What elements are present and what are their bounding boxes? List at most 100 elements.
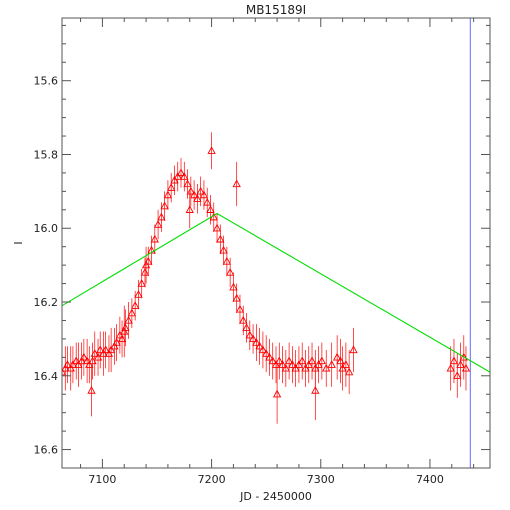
data-point xyxy=(314,360,323,368)
data-point xyxy=(332,352,342,361)
data-point xyxy=(185,205,194,213)
plot-layer xyxy=(62,18,490,468)
data-point xyxy=(344,367,354,376)
data-point xyxy=(62,363,70,372)
x-tick-label: 7100 xyxy=(88,473,116,486)
data-point xyxy=(85,360,94,368)
data-point xyxy=(456,360,465,368)
data-point xyxy=(193,194,202,202)
data-point xyxy=(88,356,97,365)
data-point xyxy=(232,179,241,188)
y-tick-label: 16.0 xyxy=(34,222,59,235)
data-point xyxy=(101,345,110,354)
data-point xyxy=(130,301,140,309)
data-point xyxy=(271,360,281,368)
data-point xyxy=(110,341,119,350)
data-point xyxy=(157,212,166,221)
data-point xyxy=(265,352,274,361)
data-point xyxy=(304,360,313,368)
data-point xyxy=(203,197,212,206)
data-point xyxy=(229,282,238,291)
data-point xyxy=(261,349,271,357)
data-point xyxy=(180,172,189,180)
data-point xyxy=(206,205,215,213)
data-point xyxy=(72,356,81,365)
data-point xyxy=(117,334,127,343)
data-point xyxy=(160,201,169,210)
data-point xyxy=(120,326,129,335)
data-point xyxy=(311,385,320,394)
data-point xyxy=(232,293,241,302)
data-point xyxy=(87,385,96,394)
data-point xyxy=(272,389,282,398)
data-point xyxy=(99,349,108,357)
data-point xyxy=(106,345,116,354)
data-point xyxy=(255,341,264,350)
data-point xyxy=(141,260,151,269)
data-point xyxy=(68,360,78,368)
data-point xyxy=(219,245,228,254)
y-tick-label: 16.6 xyxy=(34,444,59,457)
data-point xyxy=(199,190,209,199)
data-point xyxy=(170,175,179,184)
data-point xyxy=(207,146,216,154)
data-point xyxy=(252,338,261,346)
data-point xyxy=(453,371,462,379)
data-point xyxy=(137,279,146,287)
data-point xyxy=(449,356,459,365)
data-point xyxy=(167,183,176,191)
data-point xyxy=(196,186,205,195)
data-point xyxy=(336,356,345,365)
data-point xyxy=(275,356,284,365)
data-point xyxy=(212,223,222,232)
data-point xyxy=(268,356,277,365)
data-point xyxy=(341,360,351,368)
data-point xyxy=(446,363,455,372)
data-point xyxy=(216,234,225,243)
data-point xyxy=(82,356,92,365)
data-point xyxy=(278,360,287,368)
data-point xyxy=(322,363,331,372)
y-axis-title: I xyxy=(12,241,25,244)
data-point xyxy=(245,330,254,339)
data-point xyxy=(144,256,153,265)
data-point xyxy=(134,290,143,298)
data-point xyxy=(288,360,297,368)
data-point xyxy=(225,267,235,276)
data-point xyxy=(62,367,67,376)
data-point xyxy=(349,345,358,354)
data-point xyxy=(90,349,99,357)
data-point xyxy=(150,234,159,243)
data-point xyxy=(248,334,258,343)
data-point xyxy=(127,308,137,317)
y-tick-label: 16.2 xyxy=(34,296,59,309)
data-point xyxy=(242,323,251,331)
x-tick-label: 7200 xyxy=(198,473,226,486)
data-point xyxy=(79,352,89,361)
data-point xyxy=(74,360,83,368)
x-tick-label: 7400 xyxy=(416,473,444,486)
data-point xyxy=(317,356,327,365)
data-point xyxy=(77,356,86,365)
data-point xyxy=(298,356,307,365)
data-point xyxy=(173,172,182,180)
data-point xyxy=(112,338,121,346)
data-point xyxy=(93,352,103,361)
data-point xyxy=(459,352,468,361)
data-point xyxy=(284,356,294,365)
data-point xyxy=(140,267,150,276)
data-point xyxy=(307,356,317,365)
data-point xyxy=(66,363,75,372)
data-point xyxy=(291,363,300,372)
data-point xyxy=(239,315,248,324)
data-point xyxy=(186,186,196,195)
data-point xyxy=(258,345,268,354)
data-point xyxy=(183,179,192,188)
data-point xyxy=(104,349,114,357)
data-point xyxy=(338,363,347,372)
data-point xyxy=(281,363,291,372)
data-point xyxy=(222,256,232,265)
